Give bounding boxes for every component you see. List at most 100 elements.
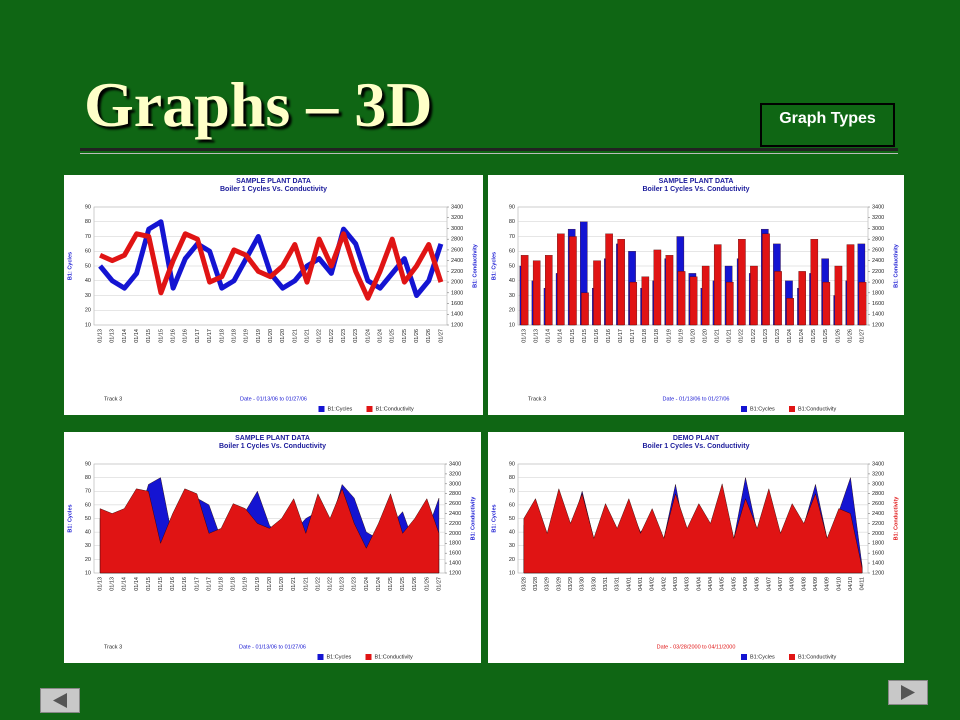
series-ribbon [99,231,444,301]
y-tick-label: 20 [509,308,515,314]
x-tick-label: 03/29 [556,577,562,591]
next-button[interactable] [888,680,928,705]
x-tick-label: 04/05 [720,577,726,591]
y2-tick-label: 3400 [872,461,884,467]
y2-tick-label: 3400 [872,204,884,210]
y2-tick-label: 3400 [449,461,461,467]
bar [617,239,625,326]
y-axis-label: B1: Cycles [67,252,73,280]
legend-swatch [317,654,324,660]
x-tick-label: 01/19 [243,577,249,591]
y-tick-label: 30 [85,293,91,299]
y2-tick-label: 1200 [872,570,884,576]
y-tick-label: 60 [509,502,515,508]
x-tick-label: 01/17 [207,329,213,343]
x-tick-label: 01/18 [231,329,237,343]
chart-note: Track 3 [104,396,122,402]
previous-button[interactable] [40,688,80,713]
x-tick-label: 04/05 [731,577,737,591]
x-tick-label: 01/13 [110,577,116,591]
y2-tick-label: 2800 [872,491,884,497]
x-tick-label: 04/09 [813,577,819,591]
y2-tick-label: 1400 [449,561,461,567]
x-tick-label: 03/28 [533,577,539,591]
y-tick-label: 90 [85,461,91,467]
x-tick-label: 01/19 [666,329,672,343]
x-tick-label: 01/25 [823,329,829,343]
previous-icon [53,693,67,708]
y2-tick-label: 1600 [872,551,884,557]
x-tick-label: 04/10 [836,577,842,591]
bar [653,249,662,326]
y-tick-label: 60 [85,502,91,508]
y-tick-label: 80 [85,219,91,225]
y-axis-label: B1: Cycles [67,504,73,532]
x-tick-label: 04/07 [778,577,784,591]
x-tick-label: 04/08 [801,577,807,591]
x-tick-label: 01/26 [414,329,420,343]
x-tick-label: 01/24 [799,329,805,343]
chart-subtitle: Boiler 1 Cycles Vs. Conductivity [643,186,750,193]
legend-label: B1:Cycles [327,654,352,660]
x-tick-label: 01/23 [775,329,781,343]
x-tick-label: 01/15 [158,577,164,591]
y-tick-label: 20 [509,557,515,563]
x-tick-label: 01/20 [703,329,709,343]
x-tick-label: 01/20 [279,577,285,591]
chart-note: Track 3 [528,396,546,402]
bar [665,255,674,326]
chart-panel: DEMO PLANT Boiler 1 Cycles Vs. Conductivi… [488,432,904,663]
x-tick-label: 01/14 [546,329,552,343]
y-tick-label: 10 [509,570,515,576]
y-tick-label: 80 [509,475,515,481]
x-tick-label: 01/22 [327,577,333,591]
y2-tick-label: 3200 [872,471,884,477]
x-tick-label: 01/15 [146,329,152,343]
x-tick-label: 01/22 [739,329,745,343]
y2-tick-label: 2000 [451,280,463,286]
bar [822,281,831,326]
y2-tick-label: 2000 [872,531,884,537]
legend-swatch [789,406,795,412]
bar [846,244,855,326]
x-tick-label: 01/25 [811,329,817,343]
y2-tick-label: 2800 [449,491,461,497]
y2-tick-label: 2600 [449,501,461,507]
y-tick-label: 10 [85,570,91,576]
x-tick-label: 01/25 [402,329,408,343]
bar [569,236,577,326]
title-rule [80,153,898,154]
legend-label: B1:Cycles [750,406,775,412]
y2-tick-label: 1800 [449,541,461,547]
x-tick-label: 01/24 [365,329,371,343]
y2-axis-label: B1: Conductivity [893,496,899,541]
x-tick-label: 03/29 [568,577,574,591]
y-axis-label: B1: Cycles [491,504,497,532]
chart-panel: SAMPLE PLANT DATA Boiler 1 Cycles Vs. Con… [64,432,481,663]
legend-swatch [366,406,373,412]
y2-tick-label: 1600 [449,551,461,557]
series-ribbon [98,219,444,298]
bar [701,265,710,326]
x-tick-label: 01/24 [364,577,370,591]
bar [605,233,613,326]
y2-tick-label: 2600 [872,247,884,253]
bar [810,239,819,326]
y2-tick-label: 1600 [451,301,463,307]
y2-tick-label: 1400 [872,312,884,318]
x-tick-label: 01/16 [606,329,612,343]
x-tick-label: 01/21 [303,577,309,591]
y2-tick-label: 1400 [872,561,884,567]
graph-types-button[interactable]: Graph Types [760,103,895,147]
x-tick-label: 03/30 [580,577,586,591]
y2-tick-label: 3000 [872,481,884,487]
y2-tick-label: 2600 [451,247,463,253]
y2-tick-label: 3000 [872,226,884,232]
x-tick-label: 01/23 [763,329,769,343]
y2-tick-label: 2200 [449,521,461,527]
x-tick-label: 01/19 [256,329,262,343]
x-tick-label: 01/15 [158,329,164,343]
x-tick-label: 04/04 [708,577,714,591]
slide-title: Graphs – 3D [84,69,433,140]
x-tick-label: 03/28 [521,577,527,591]
